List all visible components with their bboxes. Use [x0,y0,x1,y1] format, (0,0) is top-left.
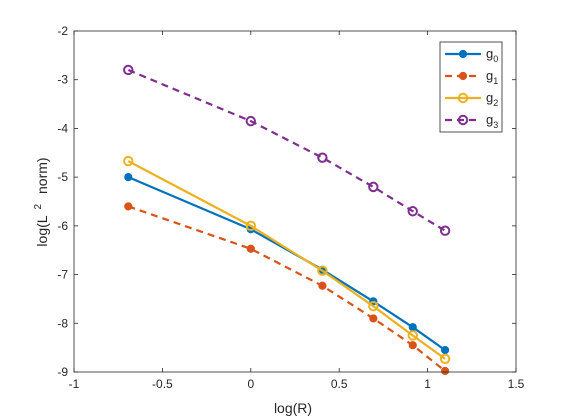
y-tick-label: -5 [57,170,68,184]
series-g2 [123,155,451,365]
data-point-g3 [407,206,418,217]
data-point-g0 [124,173,133,182]
data-point-g2 [407,330,418,341]
series-g1 [124,202,450,376]
legend-entry-name: g [486,68,493,83]
x-tick-label: -0.5 [152,377,173,391]
legend-entry-g2: g2 [486,90,498,108]
series-line-g3 [127,68,446,232]
data-point-g1 [318,281,327,290]
data-point-g3 [368,181,379,193]
data-point-g3 [245,115,257,127]
data-point-g1 [369,314,378,323]
legend-marker-g0 [458,49,468,59]
series-line-g1 [127,205,446,372]
data-point-g3 [439,225,451,236]
data-point-g2 [245,220,257,232]
legend-entry-subscript: 2 [493,98,498,108]
data-point-g2 [439,353,451,365]
legend-marker-g2 [457,92,469,104]
x-tick-label: 0 [247,377,254,391]
legend-entry-name: g [486,46,493,61]
data-point-g0 [408,323,417,332]
axes: -1 -0.5 0 0.5 1 1.5 -9 -8 -7 -6 -5 -4 -3 -2 [57,24,524,391]
legend-entry-subscript: 1 [493,76,498,86]
legend-box [439,41,503,133]
series-line-g0 [127,176,446,351]
data-point-g3 [123,64,134,76]
data-point-g1 [124,202,133,211]
y-axis-label-superscript: 2 [33,203,44,209]
y-tick-label: -8 [57,316,68,330]
data-point-g2 [317,265,328,276]
legend-entry-g1: g1 [486,68,498,86]
plot-area [123,64,451,376]
legend-entry-subscript: 0 [493,54,498,64]
axes-box [73,30,517,373]
legend-marker-g1 [458,71,468,81]
y-tick-label: -4 [57,121,68,135]
y-axis-label-main: log(L [34,215,50,246]
x-tick-label: 1.5 [508,377,525,391]
y-tick-label: -9 [57,365,68,379]
x-axis-label: log(R) [274,400,312,416]
x-tick-label: -1 [69,377,80,391]
y-tick-label: -2 [57,24,68,38]
legend-marker-g3 [457,114,469,126]
legend-entry-subscript: 3 [493,120,498,130]
data-point-g1 [441,366,450,376]
legend-entry-g3: g3 [486,112,498,130]
y-axis-label-rest: norm) [34,157,50,197]
legend-entry-g0: g0 [486,46,498,64]
y-axis-label: log(L 2 norm) [33,157,50,246]
series-line-g2 [127,160,446,360]
data-point-g2 [123,155,134,167]
data-point-g1 [408,341,417,350]
legend-entry-name: g [486,90,493,105]
data-point-g0 [441,345,450,355]
data-point-g2 [368,301,379,312]
y-tick-label: -6 [57,219,68,233]
data-point-g1 [246,244,255,253]
x-tick-label: 0.5 [331,377,348,391]
series-g3 [123,64,451,236]
y-tick-label: -3 [57,73,68,87]
y-tick-label: -7 [57,268,68,282]
data-point-g3 [317,152,328,163]
x-tick-label: 1 [424,377,431,391]
legend-entry-name: g [486,112,493,127]
